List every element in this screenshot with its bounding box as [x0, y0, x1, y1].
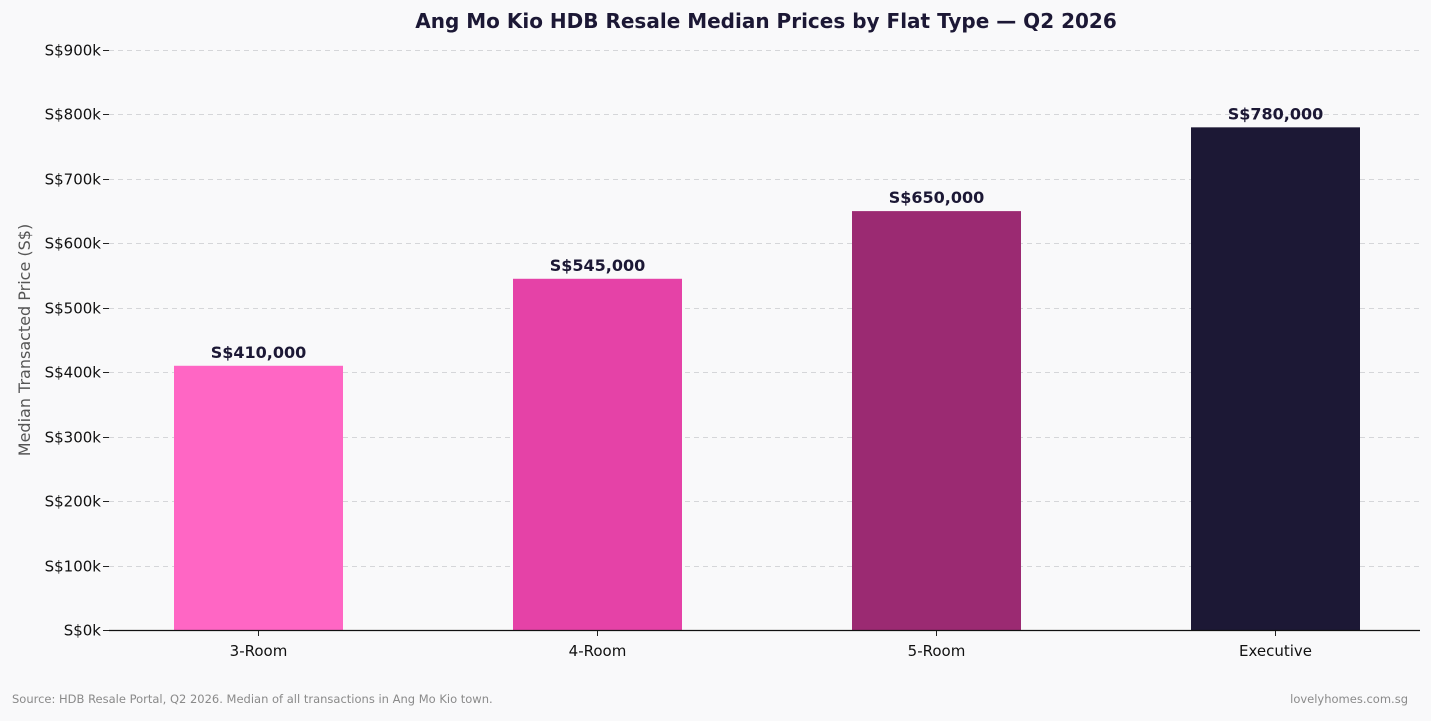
data-label: S$545,000	[550, 256, 646, 275]
x-tick-label: 4-Room	[569, 642, 627, 660]
data-label: S$650,000	[889, 188, 985, 207]
x-tick-label: 3-Room	[230, 642, 288, 660]
data-label: S$780,000	[1228, 104, 1324, 123]
bar-4-room	[513, 278, 682, 630]
bars	[174, 127, 1360, 630]
bar-3-room	[174, 365, 343, 630]
site-credit: lovelyhomes.com.sg	[1290, 692, 1408, 706]
bar-executive	[1191, 127, 1360, 630]
chart-title: Ang Mo Kio HDB Resale Median Prices by F…	[415, 9, 1116, 33]
y-tick-label: S$500k	[45, 300, 102, 318]
y-tick-label: S$900k	[45, 42, 102, 60]
y-tick-label: S$300k	[45, 429, 102, 447]
y-tick-label: S$400k	[45, 364, 102, 382]
y-axis-title: Median Transacted Price (S$)	[15, 224, 34, 456]
x-axis: 3-Room 4-Room 5-Room Executive	[230, 630, 1312, 660]
x-tick-label: Executive	[1239, 642, 1312, 660]
bar-5-room	[852, 211, 1021, 630]
data-label: S$410,000	[211, 343, 307, 362]
y-tick-label: S$200k	[45, 493, 102, 511]
y-tick-label: S$800k	[45, 106, 102, 124]
y-tick-label: S$100k	[45, 558, 102, 576]
source-note: Source: HDB Resale Portal, Q2 2026. Medi…	[12, 692, 493, 706]
y-tick-label: S$600k	[45, 235, 102, 253]
y-axis: S$0k S$100k S$200k S$300k S$400k S$500k S$600k…	[45, 42, 109, 640]
y-tick-label: S$700k	[45, 171, 102, 189]
data-labels: S$410,000 S$545,000 S$650,000 S$780,000	[211, 104, 1324, 361]
y-tick-label: S$0k	[64, 622, 102, 640]
x-tick-label: 5-Room	[908, 642, 966, 660]
